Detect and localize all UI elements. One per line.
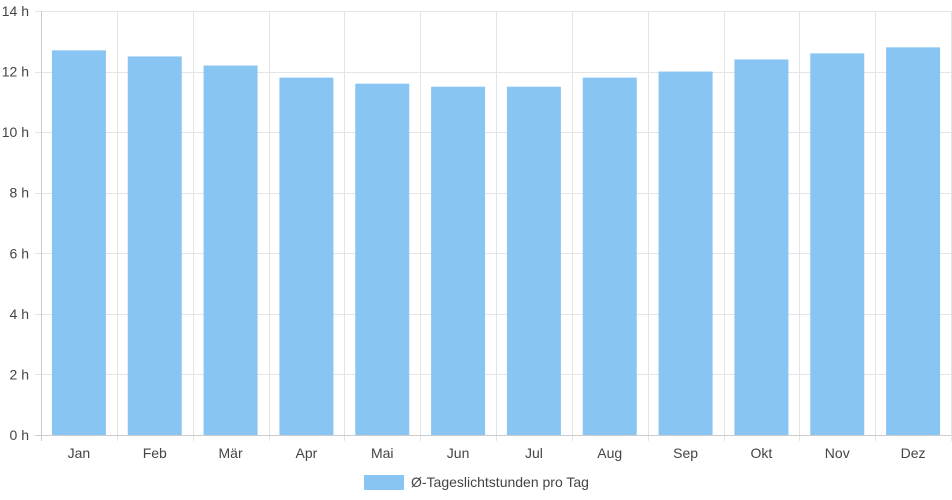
x-tick-label: Nov bbox=[825, 445, 850, 461]
legend-swatch bbox=[364, 475, 404, 490]
x-tick-labels: Jan Feb Mär Apr Mai Jun Jul Aug Sep Okt Nov Dez bbox=[68, 445, 926, 461]
legend[interactable]: Ø-Tageslichtstunden pro Tag bbox=[364, 474, 589, 490]
y-tick-label: 14 h bbox=[2, 3, 29, 19]
bar[interactable] bbox=[658, 71, 713, 436]
y-tick-labels: 0 h 2 h 4 h 6 h 8 h 10 h 12 h 14 h bbox=[2, 3, 29, 443]
x-tick-label: Apr bbox=[296, 445, 318, 461]
bar[interactable] bbox=[203, 65, 258, 435]
y-tick-label: 2 h bbox=[10, 366, 29, 382]
y-tick-label: 4 h bbox=[10, 306, 29, 322]
x-tick-label: Aug bbox=[597, 445, 622, 461]
x-tick-label: Dez bbox=[901, 445, 926, 461]
bar[interactable] bbox=[279, 77, 334, 435]
x-tick-label: Okt bbox=[751, 445, 773, 461]
legend-label: Ø-Tageslichtstunden pro Tag bbox=[411, 474, 589, 490]
y-tick-label: 8 h bbox=[10, 185, 29, 201]
x-tick-label: Jan bbox=[68, 445, 91, 461]
x-tick-label: Mär bbox=[219, 445, 243, 461]
x-tick-label: Jun bbox=[447, 445, 470, 461]
bar[interactable] bbox=[886, 47, 941, 435]
bar[interactable] bbox=[582, 77, 637, 435]
y-tick-label: 0 h bbox=[10, 427, 29, 443]
bar[interactable] bbox=[355, 83, 410, 435]
x-tick-label: Sep bbox=[673, 445, 698, 461]
grid-lines bbox=[35, 11, 952, 441]
y-tick-label: 12 h bbox=[2, 64, 29, 80]
x-tick-label: Jul bbox=[525, 445, 543, 461]
x-tick-label: Feb bbox=[143, 445, 167, 461]
bars bbox=[51, 47, 941, 436]
bar[interactable] bbox=[810, 53, 865, 436]
x-tick-label: Mai bbox=[371, 445, 394, 461]
bar[interactable] bbox=[127, 56, 182, 436]
y-tick-label: 10 h bbox=[2, 124, 29, 140]
bar[interactable] bbox=[51, 50, 106, 435]
bar[interactable] bbox=[431, 86, 486, 435]
bar[interactable] bbox=[506, 86, 561, 435]
bar[interactable] bbox=[734, 59, 789, 435]
y-tick-label: 6 h bbox=[10, 245, 29, 261]
